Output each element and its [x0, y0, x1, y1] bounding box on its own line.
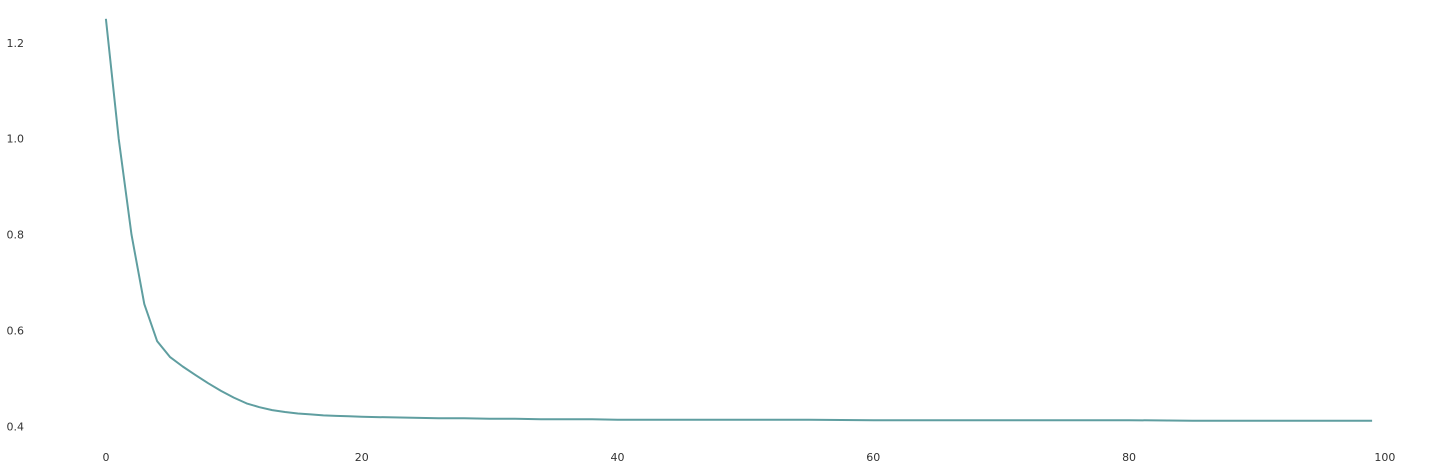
- y-axis-ticks: 0.4 0.6 0.8 1.0 1.2: [7, 37, 25, 434]
- y-tick-label: 0.8: [7, 229, 25, 242]
- x-tick-label: 40: [611, 451, 625, 464]
- x-tick-label: 20: [355, 451, 369, 464]
- y-tick-label: 0.6: [7, 325, 25, 338]
- series-layer: [104, 18, 1373, 422]
- y-tick-label: 0.4: [7, 420, 25, 433]
- series-line: [104, 18, 1373, 422]
- y-tick-label: 1.2: [7, 37, 25, 50]
- x-axis-ticks: 0 20 40 60 80 100: [102, 451, 1395, 464]
- y-tick-label: 1.0: [7, 133, 25, 146]
- x-tick-label: 60: [866, 451, 880, 464]
- x-tick-label: 0: [102, 451, 109, 464]
- x-tick-label: 100: [1374, 451, 1395, 464]
- x-tick-label: 80: [1122, 451, 1136, 464]
